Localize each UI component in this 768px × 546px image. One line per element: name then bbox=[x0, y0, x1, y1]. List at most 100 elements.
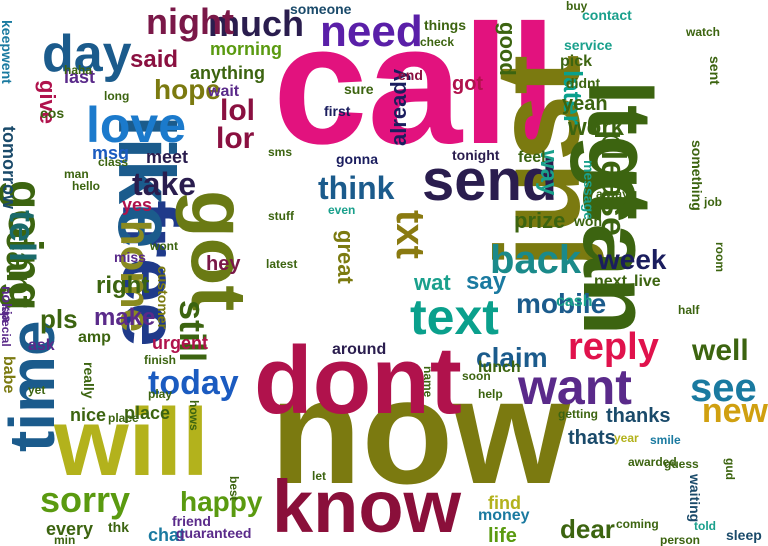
cloud-word: buy bbox=[566, 0, 588, 13]
cloud-word: urgent bbox=[152, 333, 208, 353]
cloud-word: meet bbox=[146, 147, 189, 167]
cloud-word: lunch bbox=[478, 359, 521, 376]
cloud-word: thanks bbox=[606, 405, 671, 427]
cloud-word: take bbox=[132, 166, 197, 202]
cloud-word: coming bbox=[616, 517, 659, 531]
cloud-word: well bbox=[692, 334, 749, 367]
cloud-word: person bbox=[660, 533, 701, 546]
cloud-word: new bbox=[701, 392, 768, 430]
cloud-word: need bbox=[320, 7, 423, 56]
cloud-word: today bbox=[148, 364, 239, 402]
cloud-word: will bbox=[54, 389, 209, 496]
cloud-word: txt bbox=[388, 210, 432, 259]
cloud-word: make bbox=[94, 304, 156, 331]
cloud-word: class bbox=[98, 155, 129, 169]
cloud-word: sms bbox=[268, 145, 293, 159]
cloud-word: hows bbox=[187, 400, 201, 431]
cloud-word: text bbox=[410, 289, 499, 345]
cloud-word: week bbox=[598, 244, 667, 275]
cloud-word: really bbox=[81, 362, 97, 399]
cloud-word: hey bbox=[206, 253, 241, 275]
cloud-word: latest bbox=[266, 257, 298, 271]
cloud-word: cos bbox=[40, 105, 65, 121]
cloud-word: find bbox=[488, 493, 521, 513]
cloud-word: even bbox=[328, 203, 356, 217]
cloud-word: place bbox=[124, 403, 171, 423]
cloud-word: contact bbox=[582, 7, 632, 23]
cloud-word: reply bbox=[568, 326, 659, 368]
cloud-word: job bbox=[704, 195, 722, 209]
cloud-word: dont bbox=[254, 327, 462, 434]
cloud-word: back bbox=[490, 238, 582, 282]
cloud-word: think bbox=[318, 170, 395, 206]
cloud-word: live bbox=[634, 273, 661, 290]
cloud-word: tonight bbox=[452, 147, 500, 163]
cloud-word: awarded bbox=[628, 455, 677, 469]
cloud-word: next bbox=[594, 273, 627, 290]
cloud-word: babe bbox=[0, 356, 17, 394]
cloud-word: much bbox=[208, 3, 305, 44]
cloud-word: see bbox=[690, 366, 757, 410]
cloud-word: place bbox=[108, 411, 139, 425]
cloud-word: life bbox=[488, 525, 517, 546]
cloud-word: prize bbox=[514, 208, 566, 233]
cloud-word: last bbox=[64, 67, 96, 87]
cloud-word: nice bbox=[70, 405, 107, 425]
cloud-word: hope bbox=[154, 74, 221, 105]
cloud-word: ask bbox=[28, 337, 55, 354]
cloud-word: stuff bbox=[268, 209, 294, 223]
cloud-word: thk bbox=[108, 519, 129, 535]
cloud-word: now bbox=[270, 347, 570, 515]
cloud-word: told bbox=[694, 519, 716, 533]
cloud-word: thats bbox=[568, 427, 616, 449]
cloud-word: love bbox=[86, 97, 187, 153]
cloud-word: lol bbox=[220, 94, 255, 127]
cloud-word: wat bbox=[414, 270, 451, 295]
cloud-word: keepwent bbox=[0, 20, 15, 84]
cloud-word: finish bbox=[144, 353, 176, 367]
cloud-word: customer bbox=[155, 266, 171, 330]
cloud-word: watch bbox=[686, 25, 721, 39]
cloud-word: something bbox=[689, 140, 705, 211]
cloud-word: cash bbox=[556, 293, 593, 310]
cloud-word: room bbox=[713, 242, 727, 272]
cloud-word: sorry bbox=[40, 479, 131, 520]
cloud-word: tomorrow bbox=[0, 126, 19, 209]
cloud-word: mobile bbox=[516, 288, 607, 319]
cloud-word: help bbox=[478, 387, 503, 401]
cloud-word: msg bbox=[92, 143, 130, 163]
cloud-word: service bbox=[564, 37, 613, 53]
cloud-word: right bbox=[96, 272, 150, 299]
cloud-word: yet bbox=[28, 383, 46, 397]
cloud-word: morning bbox=[210, 39, 282, 59]
cloud-word: call bbox=[273, 0, 557, 180]
cloud-word: around bbox=[332, 341, 387, 358]
cloud-word: wait bbox=[208, 83, 240, 100]
cloud-word: message bbox=[581, 160, 597, 220]
cloud-word: lor bbox=[216, 122, 255, 155]
cloud-word: won bbox=[574, 213, 602, 229]
cloud-word: man bbox=[64, 167, 89, 181]
cloud-word: got bbox=[175, 190, 263, 312]
cloud-word: want bbox=[518, 359, 632, 415]
cloud-word: money bbox=[478, 507, 530, 524]
cloud-word: happy bbox=[180, 486, 263, 517]
cloud-word: soon bbox=[462, 369, 491, 383]
cloud-word: gud bbox=[723, 458, 737, 480]
cloud-word: sure bbox=[344, 81, 374, 97]
cloud-word: special bbox=[0, 306, 13, 347]
cloud-word: sleep bbox=[726, 527, 762, 543]
cloud-word: half bbox=[678, 303, 700, 317]
cloud-word: smile bbox=[650, 433, 681, 447]
cloud-word: long bbox=[104, 89, 130, 103]
cloud-word: best bbox=[227, 476, 241, 501]
cloud-word: wont bbox=[150, 239, 178, 253]
cloud-word: things bbox=[424, 17, 466, 33]
cloud-word: end bbox=[398, 67, 423, 83]
cloud-word: pick bbox=[560, 53, 593, 70]
cloud-word: haha bbox=[64, 63, 93, 77]
cloud-word: play bbox=[148, 387, 173, 401]
cloud-word: dear bbox=[560, 514, 615, 544]
cloud-word: anything bbox=[190, 63, 265, 83]
